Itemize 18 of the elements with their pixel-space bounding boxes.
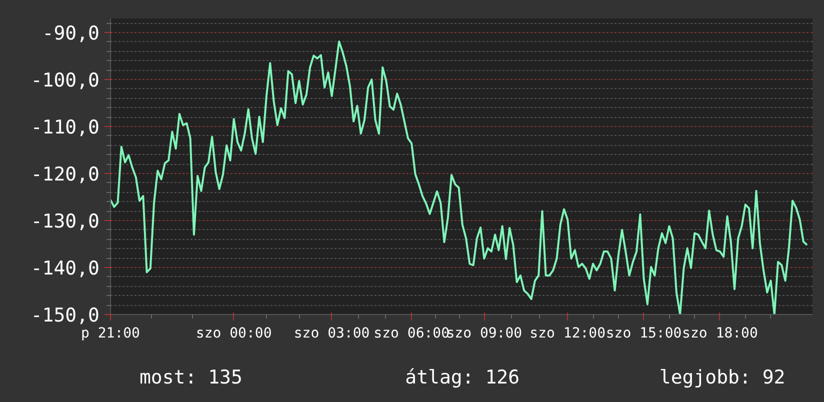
y-tick-label: -100,0 [30, 70, 100, 92]
y-tick-label: -110,0 [30, 116, 100, 139]
y-tick-label: -120,0 [30, 164, 100, 186]
text: most: 135 [139, 366, 242, 388]
y-tick-label: -150,0 [30, 304, 100, 326]
x-tick-label: szo 00:00 [196, 326, 272, 342]
x-tick-label: szo 03:00 [294, 326, 370, 342]
text: legjobb: 92 [659, 366, 786, 388]
text: átlag: 126 [405, 366, 520, 388]
y-tick-label: -90,0 [42, 22, 100, 45]
x-tick-label: szo 12:00 [530, 326, 606, 342]
y-tick-label: -130,0 [30, 210, 100, 233]
x-tick-label: szo 06:00 [374, 326, 450, 342]
y-tick-label: -140,0 [30, 258, 100, 280]
x-tick-label: p 21:00 [81, 326, 140, 342]
x-tick-label: szo 18:00 [682, 326, 758, 342]
x-tick-label: szo 15:00 [606, 326, 682, 342]
line-series [110, 40, 808, 314]
